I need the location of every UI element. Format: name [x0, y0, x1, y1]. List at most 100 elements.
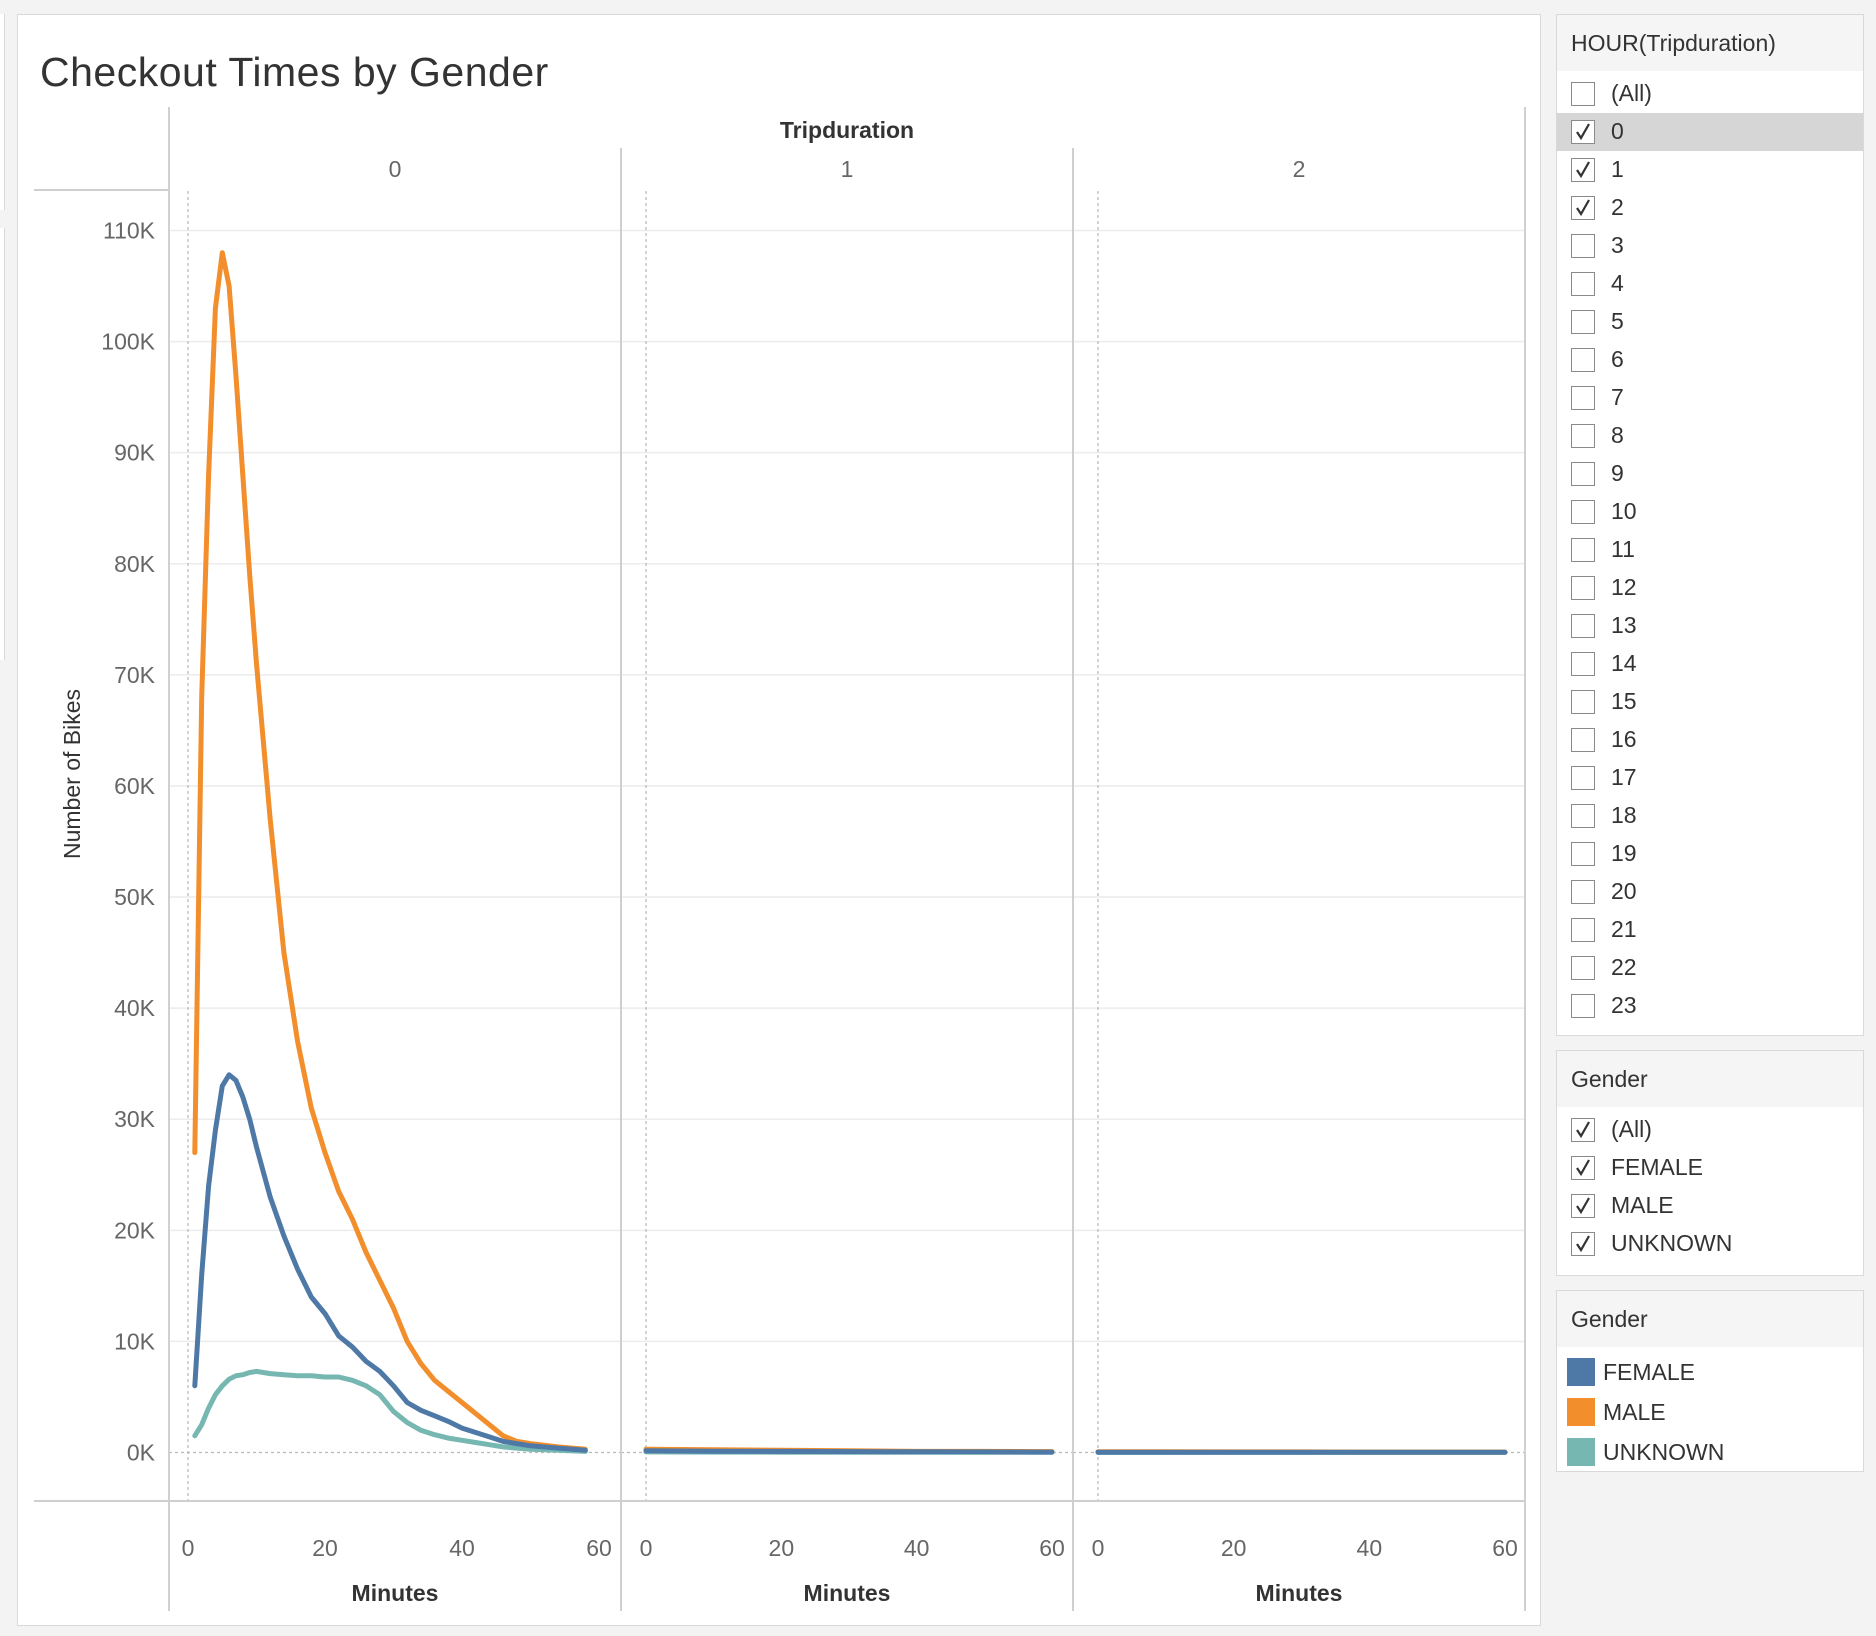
hour-filter-item[interactable]: 12	[1557, 569, 1863, 607]
hour-filter-item[interactable]: 23	[1557, 987, 1863, 1025]
checkbox-unchecked[interactable]	[1571, 994, 1595, 1018]
y-tick-label: 110K	[103, 218, 156, 244]
checkbox-unchecked[interactable]	[1571, 348, 1595, 372]
checkbox-unchecked[interactable]	[1571, 918, 1595, 942]
checkbox-checked[interactable]	[1571, 1194, 1595, 1218]
hour-filter-label: 10	[1611, 498, 1637, 524]
hour-filter-item[interactable]: 2	[1557, 189, 1863, 227]
panel-label: 1	[841, 156, 854, 182]
gender-filter-label: UNKNOWN	[1611, 1230, 1733, 1256]
hour-filter-item[interactable]: 14	[1557, 645, 1863, 683]
hour-filter-label: 7	[1611, 384, 1624, 410]
y-tick-label: 90K	[114, 440, 156, 466]
checkbox-unchecked[interactable]	[1571, 880, 1595, 904]
checkbox-unchecked[interactable]	[1571, 842, 1595, 866]
checkbox-unchecked[interactable]	[1571, 804, 1595, 828]
checkbox-checked[interactable]	[1571, 1118, 1595, 1142]
hour-filter-label: 15	[1611, 688, 1637, 714]
checkbox-unchecked[interactable]	[1571, 234, 1595, 258]
checkbox-unchecked[interactable]	[1571, 956, 1595, 980]
hour-filter-item[interactable]: 4	[1557, 265, 1863, 303]
hour-filter-item[interactable]: 8	[1557, 417, 1863, 455]
hour-filter-label: 9	[1611, 460, 1624, 486]
x-tick-label: 0	[182, 1535, 195, 1561]
hour-filter-item[interactable]: 5	[1557, 303, 1863, 341]
gender-filter-label: MALE	[1611, 1192, 1674, 1218]
hour-filter-item[interactable]: 19	[1557, 835, 1863, 873]
hour-filter-item[interactable]: 22	[1557, 949, 1863, 987]
hour-filter-item[interactable]: 17	[1557, 759, 1863, 797]
hour-filter-label: 3	[1611, 232, 1624, 258]
hour-filter-label: 12	[1611, 574, 1637, 600]
checkbox-checked[interactable]	[1571, 196, 1595, 220]
checkbox-unchecked[interactable]	[1571, 82, 1595, 106]
hour-filter-label: 16	[1611, 726, 1637, 752]
gender-filter-title: Gender	[1557, 1051, 1863, 1107]
checkbox-unchecked[interactable]	[1571, 386, 1595, 410]
hour-filter-label: (All)	[1611, 80, 1652, 106]
hour-filter-item[interactable]: 3	[1557, 227, 1863, 265]
checkbox-checked[interactable]	[1571, 1232, 1595, 1256]
collapsed-left-panel	[0, 14, 5, 210]
hour-filter-item[interactable]: 6	[1557, 341, 1863, 379]
y-tick-label: 100K	[101, 329, 155, 355]
x-tick-label: 20	[1221, 1535, 1247, 1561]
checkbox-unchecked[interactable]	[1571, 310, 1595, 334]
hour-filter-item[interactable]: 10	[1557, 493, 1863, 531]
series-line-female-panel-0	[192, 1072, 588, 1453]
gender-filter-label: (All)	[1611, 1116, 1652, 1142]
checkbox-unchecked[interactable]	[1571, 652, 1595, 676]
series-line-male-panel-0	[192, 250, 588, 1452]
checkbox-unchecked[interactable]	[1571, 462, 1595, 486]
gender-filter-item[interactable]: FEMALE	[1557, 1149, 1863, 1187]
x-tick-label: 40	[904, 1535, 930, 1561]
checkbox-unchecked[interactable]	[1571, 728, 1595, 752]
gender-filter-item[interactable]: UNKNOWN	[1557, 1225, 1863, 1263]
collapsed-left-panel-2	[0, 228, 5, 660]
hour-filter-item[interactable]: 21	[1557, 911, 1863, 949]
checkbox-unchecked[interactable]	[1571, 576, 1595, 600]
hour-filter-label: 13	[1611, 612, 1637, 638]
checkbox-unchecked[interactable]	[1571, 538, 1595, 562]
checkbox-checked[interactable]	[1571, 1156, 1595, 1180]
hour-filter-item[interactable]: 7	[1557, 379, 1863, 417]
checkbox-checked[interactable]	[1571, 120, 1595, 144]
hour-filter-item[interactable]: (All)	[1557, 75, 1863, 113]
x-tick-label: 60	[1039, 1535, 1065, 1561]
legend-list: FEMALE MALE UNKNOWN	[1557, 1351, 1863, 1471]
y-tick-label: 30K	[114, 1106, 156, 1132]
gender-filter-item[interactable]: (All)	[1557, 1111, 1863, 1149]
y-tick-label: 10K	[114, 1328, 156, 1354]
hour-filter-item[interactable]: 13	[1557, 607, 1863, 645]
gender-filter-card: Gender (All) FEMALE MALE UNKNOWN	[1556, 1050, 1864, 1276]
hour-filter-item[interactable]: 20	[1557, 873, 1863, 911]
checkbox-unchecked[interactable]	[1571, 500, 1595, 524]
hour-filter-item[interactable]: 9	[1557, 455, 1863, 493]
y-tick-label: 0K	[127, 1440, 156, 1466]
y-tick-label: 70K	[114, 662, 156, 688]
hour-filter-item[interactable]: 16	[1557, 721, 1863, 759]
checkbox-unchecked[interactable]	[1571, 272, 1595, 296]
hour-filter-label: 6	[1611, 346, 1624, 372]
checkbox-unchecked[interactable]	[1571, 424, 1595, 448]
hour-filter-item[interactable]: 1	[1557, 151, 1863, 189]
chart-title: Checkout Times by Gender	[40, 49, 549, 95]
gender-filter-label: FEMALE	[1611, 1154, 1704, 1180]
x-axis-label: Minutes	[1256, 1580, 1343, 1606]
hour-filter-item[interactable]: 11	[1557, 531, 1863, 569]
legend-item[interactable]: MALE	[1557, 1391, 1863, 1431]
hour-filter-item[interactable]: 18	[1557, 797, 1863, 835]
checkbox-unchecked[interactable]	[1571, 766, 1595, 790]
hour-filter-item[interactable]: 0	[1557, 113, 1863, 151]
legend-item[interactable]: UNKNOWN	[1557, 1431, 1863, 1471]
legend-item[interactable]: FEMALE	[1557, 1351, 1863, 1391]
column-header: Tripduration	[780, 117, 914, 143]
checkbox-unchecked[interactable]	[1571, 614, 1595, 638]
checkbox-checked[interactable]	[1571, 158, 1595, 182]
gender-filter-item[interactable]: MALE	[1557, 1187, 1863, 1225]
x-axis-label: Minutes	[804, 1580, 891, 1606]
checkbox-unchecked[interactable]	[1571, 690, 1595, 714]
legend-swatch	[1567, 1358, 1595, 1386]
hour-filter-item[interactable]: 15	[1557, 683, 1863, 721]
